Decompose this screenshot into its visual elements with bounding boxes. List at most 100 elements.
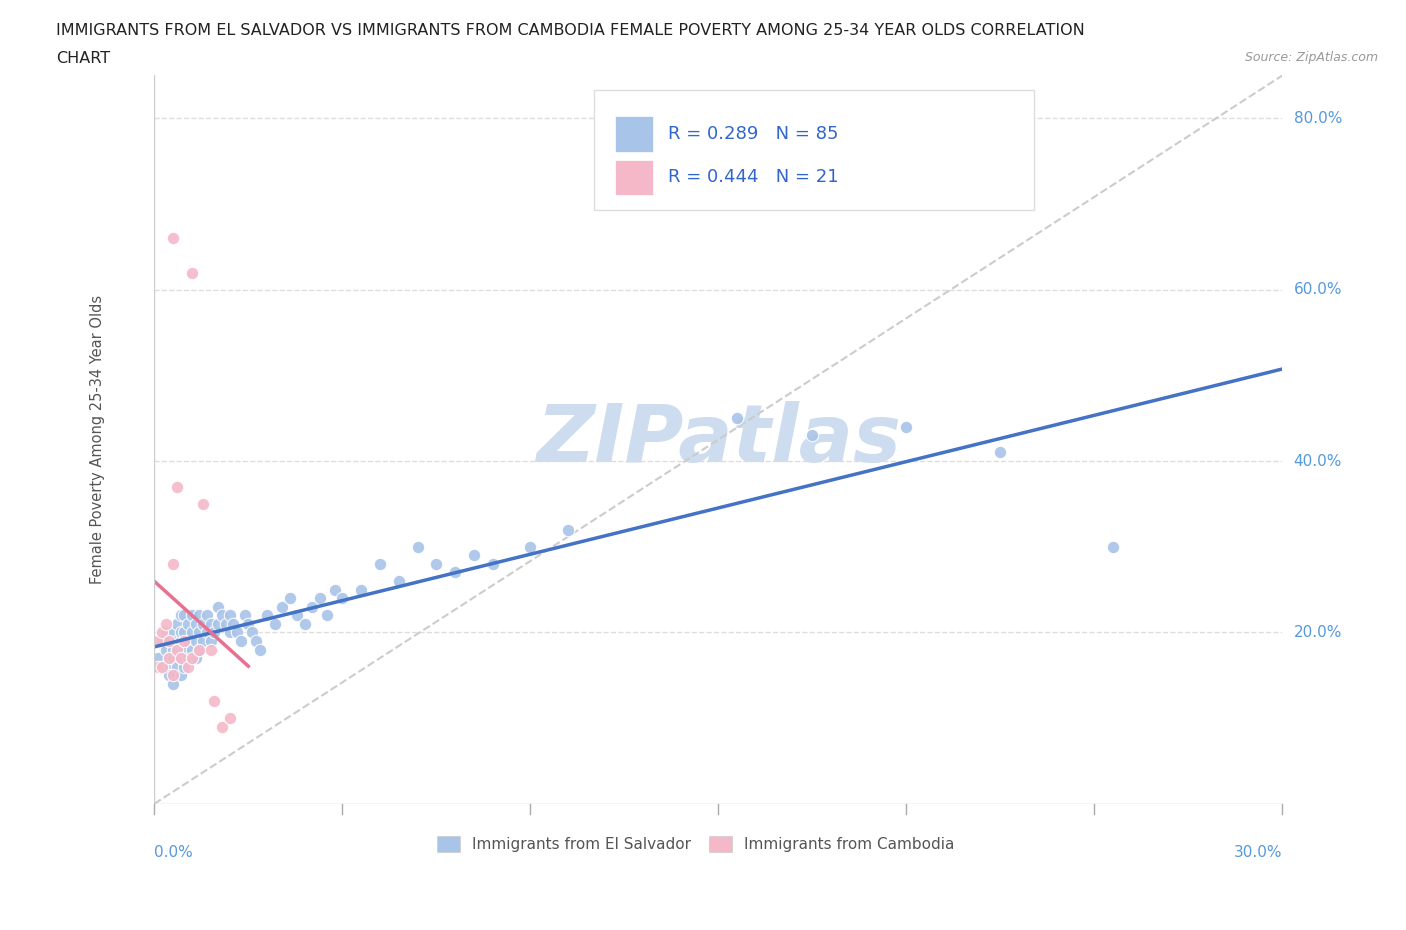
Point — [444, 565, 467, 580]
Point — [169, 668, 191, 683]
Point — [801, 428, 824, 443]
Point — [180, 265, 202, 280]
Point — [169, 651, 191, 666]
Point — [166, 642, 188, 657]
Point — [233, 608, 256, 623]
Point — [218, 625, 240, 640]
Point — [166, 617, 188, 631]
Point — [162, 625, 184, 640]
Text: 20.0%: 20.0% — [1294, 625, 1343, 640]
Point — [463, 548, 485, 563]
Point — [193, 633, 215, 648]
Point — [200, 617, 222, 631]
Text: R = 0.289   N = 85: R = 0.289 N = 85 — [668, 125, 838, 142]
Point — [157, 651, 180, 666]
Point — [173, 625, 195, 640]
Point — [301, 599, 323, 614]
Point — [222, 617, 245, 631]
Text: ZIPatlas: ZIPatlas — [536, 401, 901, 479]
Point — [150, 633, 173, 648]
Point — [155, 617, 177, 631]
Point — [146, 633, 169, 648]
Point — [162, 668, 184, 683]
Text: Source: ZipAtlas.com: Source: ZipAtlas.com — [1244, 51, 1378, 64]
FancyBboxPatch shape — [614, 116, 652, 152]
Text: 30.0%: 30.0% — [1234, 844, 1282, 860]
Point — [169, 608, 191, 623]
Point — [169, 625, 191, 640]
Text: IMMIGRANTS FROM EL SALVADOR VS IMMIGRANTS FROM CAMBODIA FEMALE POVERTY AMONG 25-: IMMIGRANTS FROM EL SALVADOR VS IMMIGRANT… — [56, 23, 1085, 38]
Text: 80.0%: 80.0% — [1294, 111, 1343, 126]
Point — [146, 651, 169, 666]
Point — [180, 625, 202, 640]
Point — [193, 617, 215, 631]
Point — [180, 642, 202, 657]
Point — [406, 539, 429, 554]
Point — [177, 659, 200, 674]
Point — [184, 617, 207, 631]
Point — [155, 642, 177, 657]
Point — [180, 608, 202, 623]
Point — [256, 608, 278, 623]
Point — [229, 633, 252, 648]
Point — [200, 642, 222, 657]
Point — [150, 659, 173, 674]
Point — [271, 599, 294, 614]
Point — [173, 642, 195, 657]
Point — [188, 642, 211, 657]
Point — [294, 617, 316, 631]
Point — [166, 642, 188, 657]
Point — [177, 651, 200, 666]
Point — [245, 633, 267, 648]
Point — [519, 539, 541, 554]
Point — [200, 633, 222, 648]
Point — [1102, 539, 1125, 554]
Point — [177, 617, 200, 631]
Point — [177, 633, 200, 648]
Point — [204, 625, 226, 640]
Point — [308, 591, 330, 605]
Point — [725, 411, 748, 426]
Legend: Immigrants from El Salvador, Immigrants from Cambodia: Immigrants from El Salvador, Immigrants … — [430, 830, 960, 858]
Point — [188, 642, 211, 657]
Point — [207, 599, 229, 614]
Point — [481, 556, 503, 571]
Point — [188, 625, 211, 640]
Point — [162, 651, 184, 666]
Point — [557, 522, 579, 537]
Point — [215, 617, 238, 631]
Point — [162, 231, 184, 246]
Text: R = 0.444   N = 21: R = 0.444 N = 21 — [668, 168, 838, 186]
Point — [166, 633, 188, 648]
Point — [173, 608, 195, 623]
Point — [368, 556, 391, 571]
FancyBboxPatch shape — [595, 90, 1035, 210]
Point — [184, 651, 207, 666]
Point — [350, 582, 373, 597]
Text: 0.0%: 0.0% — [155, 844, 193, 860]
Point — [166, 659, 188, 674]
Point — [162, 556, 184, 571]
Point — [155, 625, 177, 640]
Point — [157, 633, 180, 648]
Point — [157, 668, 180, 683]
Point — [188, 608, 211, 623]
Point — [425, 556, 447, 571]
Point — [173, 633, 195, 648]
Point — [226, 625, 249, 640]
Point — [157, 651, 180, 666]
Point — [146, 659, 169, 674]
Point — [211, 719, 233, 734]
Point — [162, 676, 184, 691]
Text: CHART: CHART — [56, 51, 110, 66]
Point — [211, 608, 233, 623]
Point — [323, 582, 346, 597]
Point — [240, 625, 263, 640]
Point — [157, 633, 180, 648]
Point — [150, 659, 173, 674]
Text: Female Poverty Among 25-34 Year Olds: Female Poverty Among 25-34 Year Olds — [90, 295, 105, 584]
Point — [204, 694, 226, 709]
Point — [278, 591, 301, 605]
Point — [169, 651, 191, 666]
FancyBboxPatch shape — [614, 160, 652, 195]
